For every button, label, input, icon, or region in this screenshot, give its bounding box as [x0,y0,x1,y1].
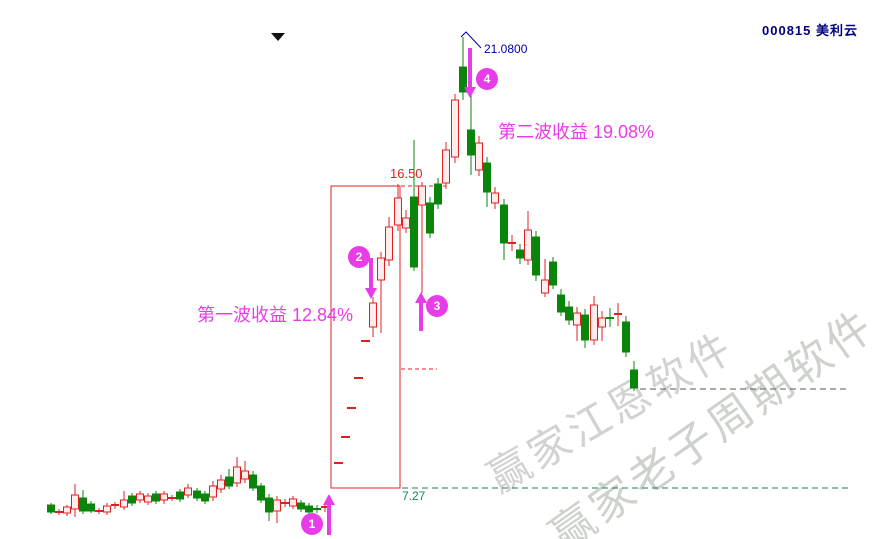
candle-up [377,257,385,281]
candle-down [87,503,95,512]
candle-down [483,162,491,193]
candle-up [442,149,450,184]
high-marker-line [460,31,482,49]
candle-down [516,249,524,259]
candle-down [297,502,305,510]
stock-code-name: 000815 美利云 [762,23,858,38]
sequence-marker-2: 2 [348,246,370,268]
candle-up [160,493,168,501]
candle-down [305,505,313,513]
candle-up [590,304,598,341]
candle-up [241,470,249,480]
candle-up [402,217,410,229]
candle-down [193,490,201,499]
wave1-gain-label: 第一波收益 12.84% [197,305,354,325]
high-price-label: 21.0800 [484,42,528,56]
candle-up [289,498,297,507]
candle-down [426,202,434,234]
trade-arrow-head-down [464,87,476,98]
candle-up [385,226,393,261]
trade-arrow-head-down [365,288,377,299]
wave2-gain-label: 第二波收益 19.08% [498,122,655,142]
candle-up [573,312,581,326]
candle-down [581,314,589,341]
candle-down [467,129,475,156]
candle-up [217,479,225,490]
candle-up [394,197,402,226]
candle-down [265,497,273,513]
box-top-price-label: 16.50 [390,166,423,181]
candle-down [565,306,573,321]
candle-up [524,229,532,261]
candle-up [71,494,79,510]
candle-down [201,493,209,502]
candle-up [451,99,459,158]
candle-up [369,302,377,328]
candle-down [434,183,442,205]
candle-up [418,185,426,206]
candle-down [79,497,87,512]
candle-down [500,204,508,244]
trade-arrow-head-up [323,494,335,505]
box-bottom-price-label: 7.27 [402,489,426,503]
candle-down [630,369,638,389]
candle-up [103,505,111,513]
candle-up [491,192,499,204]
sequence-marker-1: 1 [301,513,323,535]
candle-up [273,499,281,512]
measure-box [330,185,401,489]
candle-down [622,321,630,353]
candle-down [257,485,265,501]
candle-down [557,294,565,313]
candle-up [144,495,152,503]
candle-up [598,317,606,328]
trade-arrow-head-up [415,292,427,303]
candle-down [459,66,467,93]
candle-up [209,485,217,498]
candle-down [532,236,540,276]
candle-down [549,261,557,286]
sequence-marker-3: 3 [426,295,448,317]
candle-up [136,493,144,501]
sequence-marker-4: 4 [476,68,498,90]
candle-up [233,466,241,484]
candle-down [47,504,55,513]
candle-up [63,506,71,514]
candle-down [249,474,257,489]
candle-down [128,495,136,504]
candle-up [184,487,192,496]
candle-down [225,476,233,487]
candle-up [541,279,549,294]
candle-down [410,196,418,268]
candle-down [152,493,160,502]
candle-up [475,142,483,171]
triangle-down-icon [271,33,285,41]
candle-up [120,499,128,508]
candle-down [176,491,184,500]
